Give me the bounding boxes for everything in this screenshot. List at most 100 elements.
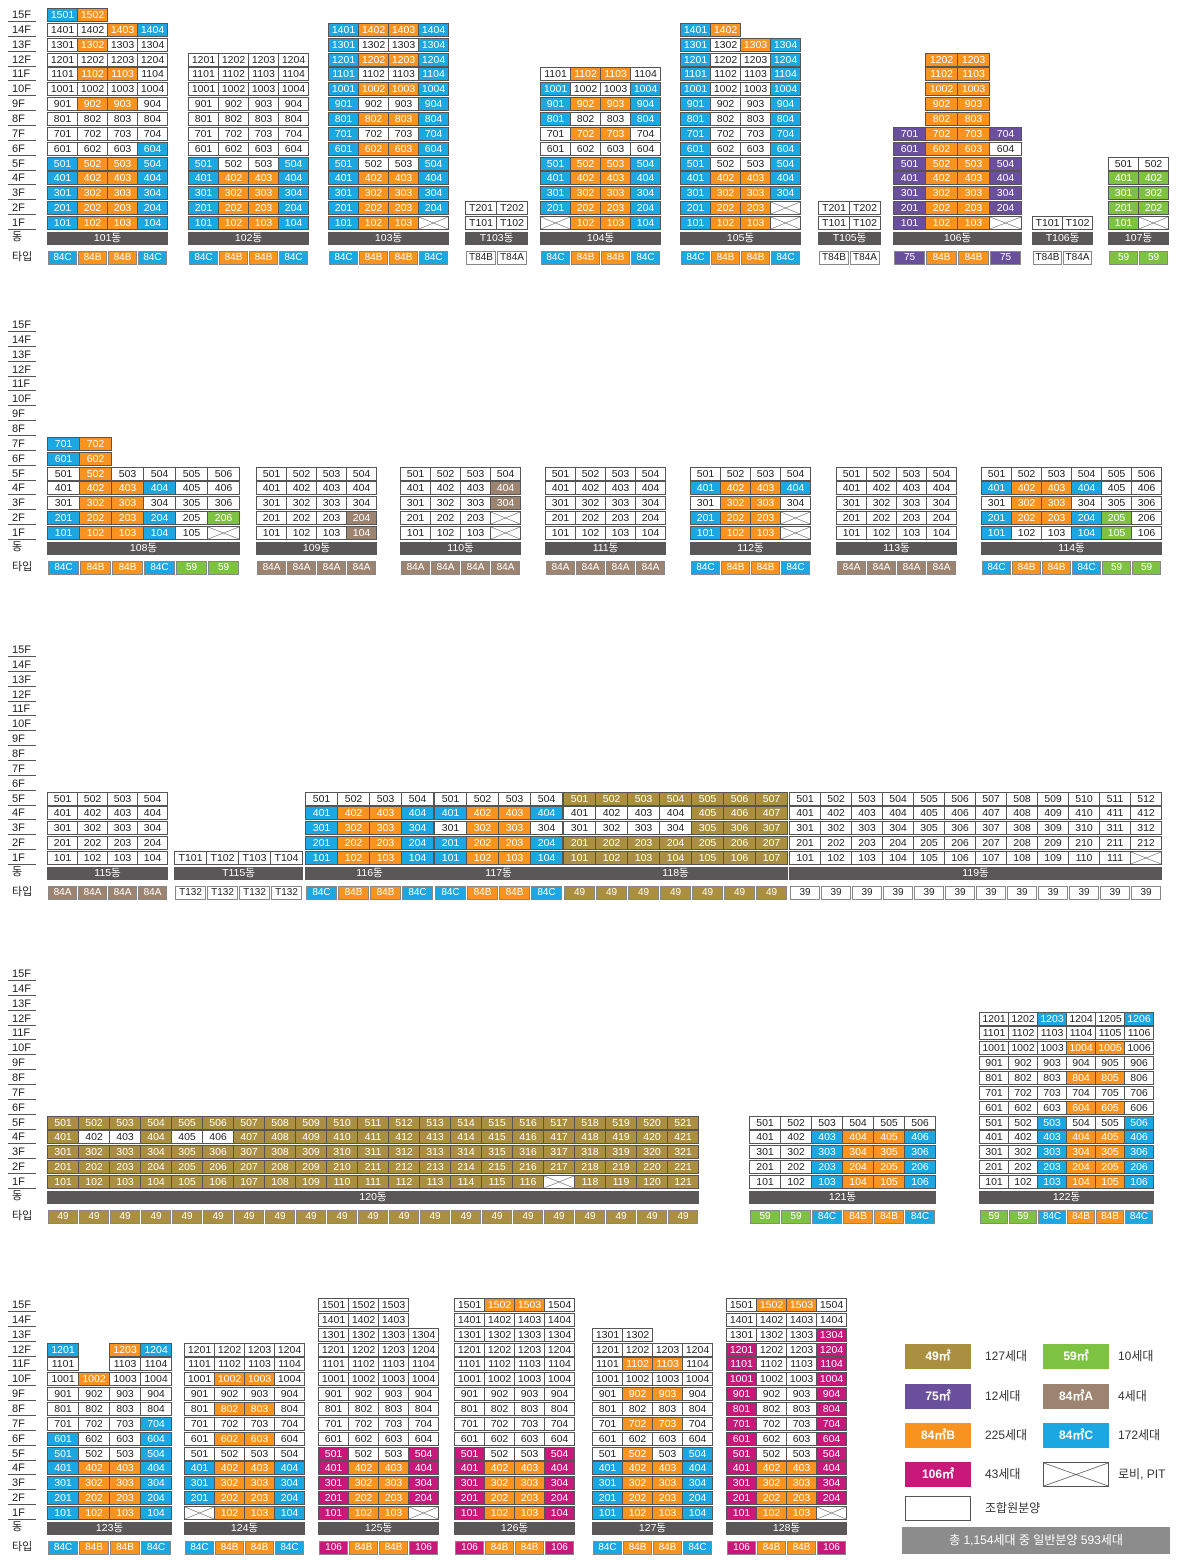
floor-label: 6F bbox=[8, 452, 36, 466]
unit-cell: 901 bbox=[184, 1387, 215, 1402]
floor-label: 15F bbox=[8, 1298, 36, 1312]
unit-type-cell: 84A bbox=[927, 560, 956, 575]
unit-cell: 1302 bbox=[622, 1327, 653, 1342]
unit-cell: 704 bbox=[989, 126, 1022, 141]
unit-cell: 801 bbox=[540, 111, 571, 126]
unit-type-cell: 49 bbox=[327, 1209, 357, 1224]
unit-cell: 903 bbox=[652, 1387, 683, 1402]
unit-cell: 1003 bbox=[786, 1372, 817, 1387]
unit-cell: 203 bbox=[107, 836, 138, 851]
unit-cell: 704 bbox=[1066, 1085, 1096, 1100]
unit-cell: 303 bbox=[378, 1476, 409, 1491]
unit-type-cell: 84A bbox=[138, 885, 167, 900]
unit-cell: 1104 bbox=[137, 67, 168, 82]
unit-cell: 1501 bbox=[454, 1298, 485, 1312]
unit-cell: 901 bbox=[318, 1387, 349, 1402]
unit-cell: 1302 bbox=[756, 1327, 787, 1342]
unit-cell: 1202 bbox=[622, 1342, 653, 1357]
unit-cell: 1301 bbox=[454, 1327, 485, 1342]
unit-cell: 204 bbox=[274, 1491, 305, 1506]
unit-cell: 302 bbox=[484, 1476, 515, 1491]
unit-cell: 904 bbox=[140, 1387, 172, 1402]
unit-cell: 903 bbox=[244, 1387, 275, 1402]
unit-cell: 403 bbox=[740, 171, 771, 186]
floor-label: 7F bbox=[8, 437, 36, 451]
unit-cell: 1203 bbox=[248, 52, 279, 67]
unit-cell: 903 bbox=[786, 1387, 817, 1402]
unit-cell: 418 bbox=[574, 1130, 606, 1145]
unit-cell: 603 bbox=[1037, 1100, 1067, 1115]
unit-cell: 403 bbox=[811, 1130, 843, 1145]
unit-cell: 901 bbox=[680, 97, 711, 112]
unit-cell: 403 bbox=[600, 171, 631, 186]
unit-cell: 104 bbox=[926, 525, 957, 540]
unit-cell: 204 bbox=[926, 511, 957, 526]
unit-cell: 503 bbox=[316, 466, 347, 481]
unit-cell: T101 bbox=[818, 215, 850, 230]
unit-cell: 101 bbox=[789, 850, 821, 865]
unit-cell: 406 bbox=[202, 1130, 234, 1145]
floor-label: 2F bbox=[8, 1160, 36, 1175]
unit-cell: 1002 bbox=[358, 82, 389, 97]
unit-cell: 1005 bbox=[1095, 1041, 1125, 1056]
unit-cell: 510 bbox=[326, 1115, 358, 1130]
unit-cell: 106 bbox=[723, 850, 756, 865]
unit-cell: 1102 bbox=[214, 1357, 245, 1372]
unit-cell: 1203 bbox=[244, 1342, 275, 1357]
unit-cell: 1001 bbox=[454, 1372, 485, 1387]
unit-cell: 410 bbox=[326, 1130, 358, 1145]
floor-label: 12F bbox=[8, 1012, 36, 1026]
unit-cell: 203 bbox=[388, 201, 419, 216]
unit-cell: 903 bbox=[109, 1387, 141, 1402]
unit-cell: 701 bbox=[47, 126, 78, 141]
type-row-label: 타입 bbox=[12, 1209, 33, 1222]
unit-cell: 505 bbox=[873, 1115, 905, 1130]
unit-type-cell: 84B bbox=[215, 1540, 244, 1555]
unit-cell: 301 bbox=[184, 1476, 215, 1491]
unit-cell: 105 bbox=[691, 850, 724, 865]
unit-cell: 503 bbox=[111, 466, 144, 481]
unit-cell: 701 bbox=[680, 126, 711, 141]
unit-cell: 408 bbox=[1006, 806, 1038, 821]
unit-cell: 106 bbox=[944, 850, 976, 865]
unit-cell: 504 bbox=[659, 791, 692, 806]
unit-cell: 903 bbox=[600, 97, 631, 112]
unit-cell: 207 bbox=[975, 836, 1007, 851]
unit-cell: 803 bbox=[514, 1401, 545, 1416]
unit-cell: 304 bbox=[140, 1145, 172, 1160]
unit-type-cell: 84C bbox=[982, 560, 1011, 575]
unit-cell: 211 bbox=[1099, 836, 1131, 851]
unit-cell: 1204 bbox=[140, 1342, 172, 1357]
unit-cell: 1301 bbox=[680, 37, 711, 52]
unit-cell: 309 bbox=[1037, 821, 1069, 836]
unit-cell: 1202 bbox=[756, 1342, 787, 1357]
unit-type-cell: 84A bbox=[636, 560, 665, 575]
unit-type-cell: 84A bbox=[461, 560, 490, 575]
floor-label: 6F bbox=[8, 1432, 36, 1446]
unit-cell: 403 bbox=[750, 481, 781, 496]
unit-cell: 407 bbox=[755, 806, 788, 821]
unit-type-cell: 39 bbox=[1007, 885, 1037, 900]
unit-cell: 204 bbox=[140, 1160, 172, 1175]
unit-cell: 304 bbox=[137, 821, 168, 836]
unit-cell: 406 bbox=[207, 481, 240, 496]
unit-type-cell: 84C bbox=[275, 1540, 304, 1555]
unit-cell: 804 bbox=[544, 1401, 575, 1416]
unit-cell: 1304 bbox=[770, 37, 801, 52]
unit-cell: 602 bbox=[77, 141, 108, 156]
unit-cell: 1004 bbox=[682, 1372, 713, 1387]
unit-cell: 320 bbox=[636, 1145, 668, 1160]
unit-cell: 702 bbox=[570, 126, 601, 141]
unit-cell: 704 bbox=[140, 1416, 172, 1431]
unit-cell: 301 bbox=[454, 1476, 485, 1491]
unit-cell: 1003 bbox=[388, 82, 419, 97]
unit-cell: 101 bbox=[305, 850, 338, 865]
unit-cell: 312 bbox=[1130, 821, 1162, 836]
unit-cell: 1203 bbox=[388, 52, 419, 67]
unit-cell: 103 bbox=[1041, 525, 1072, 540]
unit-cell: 703 bbox=[107, 126, 138, 141]
unit-cell: 304 bbox=[418, 186, 449, 201]
unit-type-cell: 84B bbox=[245, 1540, 274, 1555]
unit-cell: 318 bbox=[574, 1145, 606, 1160]
unit-type-cell: 84B bbox=[757, 1540, 786, 1555]
